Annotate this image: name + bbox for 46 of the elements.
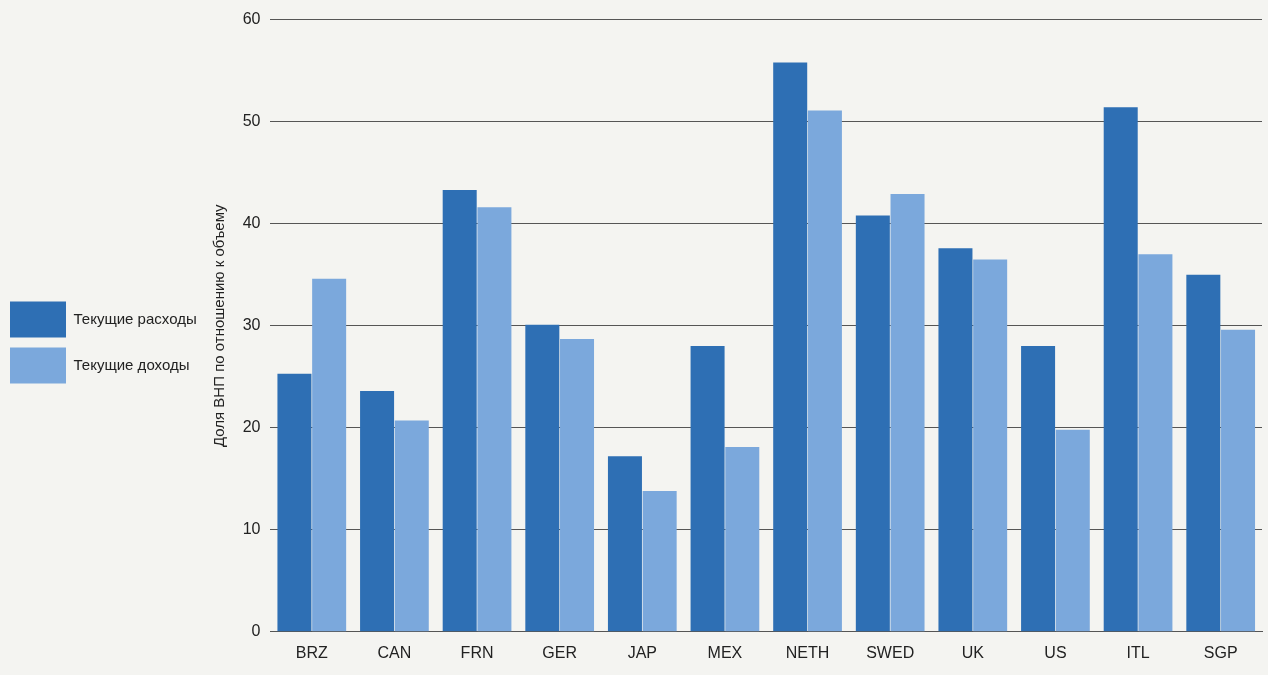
bar — [890, 194, 925, 632]
x-tick-label: US — [1044, 643, 1067, 661]
bar — [312, 278, 347, 632]
bar — [773, 62, 808, 632]
bar — [1138, 254, 1173, 632]
bar — [807, 110, 842, 632]
y-tick-label: 10 — [242, 520, 261, 538]
x-tick-label: FRN — [460, 643, 494, 661]
bar — [690, 346, 725, 632]
bar — [394, 420, 429, 632]
bar — [1103, 107, 1138, 632]
x-tick-label: SWED — [866, 643, 915, 661]
bar — [1055, 429, 1090, 632]
x-tick-label: CAN — [377, 643, 412, 661]
x-tick-label: MEX — [707, 643, 743, 661]
bar — [525, 324, 560, 632]
bar — [607, 456, 642, 632]
x-tick-label: NETH — [785, 643, 830, 661]
x-tick-label: ITL — [1126, 643, 1150, 661]
y-tick-label: 40 — [242, 214, 261, 232]
bar — [938, 248, 973, 632]
bar — [442, 190, 477, 632]
bar — [642, 490, 677, 632]
x-tick-label: UK — [961, 643, 985, 661]
x-tick-label: GER — [542, 643, 578, 661]
y-tick-label: 50 — [242, 112, 261, 130]
legend-label: Текущие доходы — [73, 355, 190, 373]
bar — [1221, 329, 1256, 632]
bar — [725, 447, 760, 632]
y-tick-label: 60 — [242, 10, 261, 28]
bar — [560, 338, 595, 632]
bar — [973, 259, 1008, 632]
y-tick-label: 30 — [242, 316, 261, 334]
bar — [855, 215, 890, 632]
bar — [360, 391, 395, 632]
x-tick-label: JAP — [627, 643, 657, 661]
legend-label: Текущие расходы — [73, 309, 197, 327]
bar — [477, 207, 512, 632]
y-tick-label: 20 — [242, 418, 261, 436]
bar — [1186, 274, 1221, 632]
bar — [277, 373, 312, 632]
y-axis-title: Доля ВНП по отношению к объему — [209, 203, 227, 448]
bar — [1021, 346, 1056, 632]
y-tick-label: 0 — [251, 622, 261, 640]
x-tick-label: SGP — [1203, 643, 1238, 661]
x-tick-label: BRZ — [295, 643, 329, 661]
